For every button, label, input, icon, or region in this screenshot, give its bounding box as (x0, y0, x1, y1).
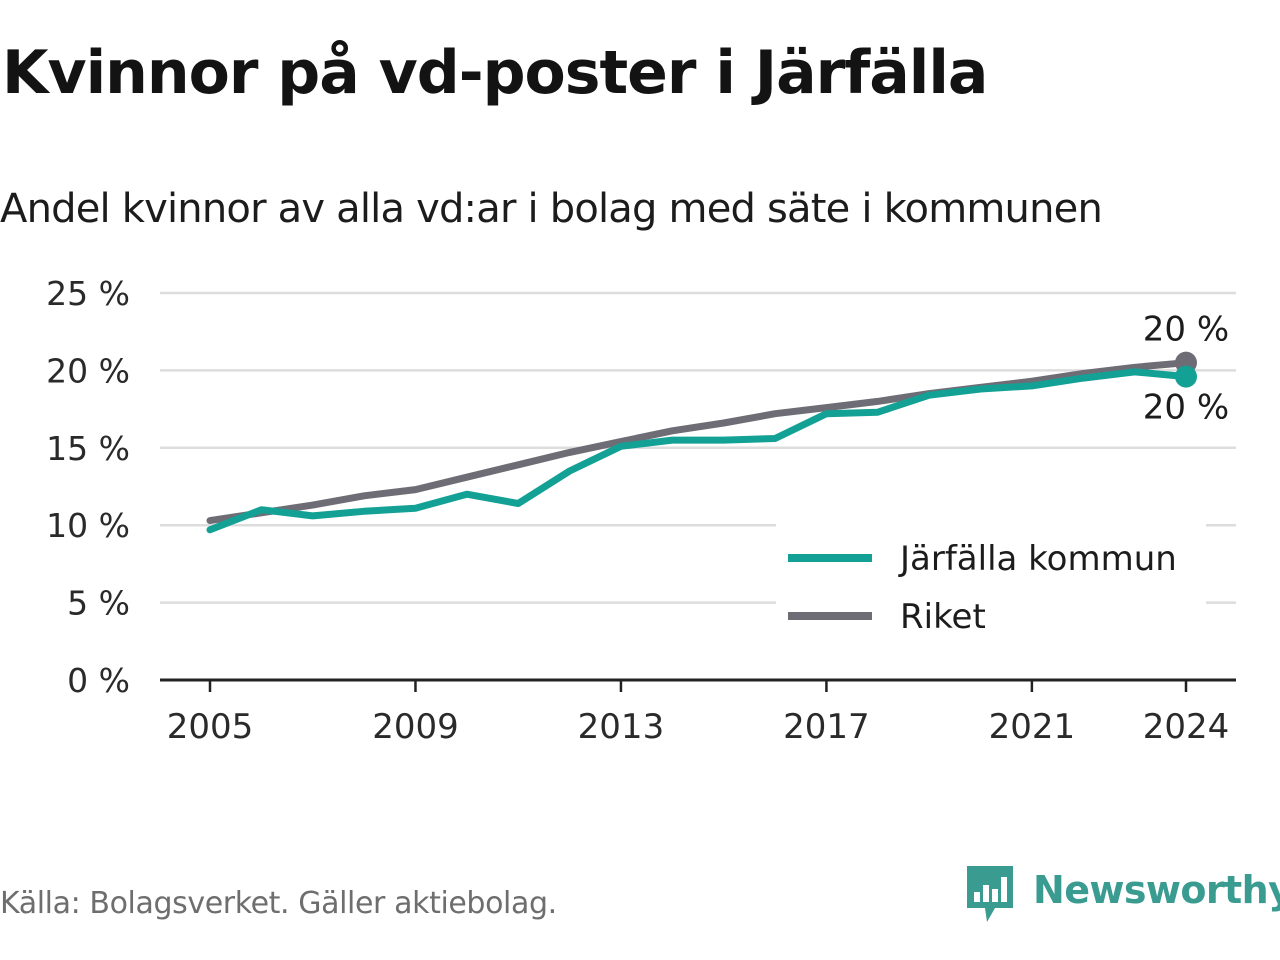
series-end-point-jarfalla (1175, 365, 1197, 388)
legend-label-jarfalla: Järfälla kommun (898, 539, 1177, 579)
end-labels: 20 % 20 % (1143, 310, 1229, 428)
y-tick-label: 20 % (46, 351, 130, 390)
chart-subtitle: Andel kvinnor av alla vd:ar i bolag med … (0, 186, 1103, 232)
newsworthy-logo-icon (967, 866, 1013, 922)
legend-background (776, 524, 1206, 654)
y-tick-label: 15 % (46, 429, 130, 468)
series-lines (206, 351, 1197, 534)
source-note: Källa: Bolagsverket. Gäller aktiebolag. (0, 886, 557, 921)
legend: Järfälla kommun Riket (776, 524, 1206, 654)
end-label-jarfalla: 20 % (1143, 388, 1229, 428)
brand-name: Newsworthy (1033, 868, 1280, 912)
x-tick-label: 2013 (578, 707, 665, 747)
y-tick-label: 0 % (67, 661, 130, 700)
series-line-riket (206, 359, 1190, 525)
x-tick-label: 2017 (783, 707, 870, 747)
legend-label-riket: Riket (900, 597, 986, 637)
x-tick-label: 2021 (989, 707, 1076, 747)
chart-title: Kvinnor på vd-poster i Järfälla (2, 38, 988, 108)
x-tick-label: 2024 (1143, 707, 1230, 747)
y-tick-label: 5 % (67, 584, 130, 623)
x-axis-ticks: 2005 2009 2013 2017 2021 2024 (167, 680, 1230, 747)
x-tick-label: 2009 (372, 707, 459, 747)
y-tick-label: 10 % (46, 506, 130, 545)
y-tick-label: 25 % (46, 274, 130, 313)
x-tick-label: 2005 (167, 707, 254, 747)
end-label-riket: 20 % (1143, 310, 1229, 350)
brand-logo: Newsworthy (965, 864, 1280, 926)
series-line-jarfalla (206, 368, 1190, 534)
y-axis-ticks: 0 % 5 % 10 % 15 % 20 % 25 % (46, 274, 130, 700)
